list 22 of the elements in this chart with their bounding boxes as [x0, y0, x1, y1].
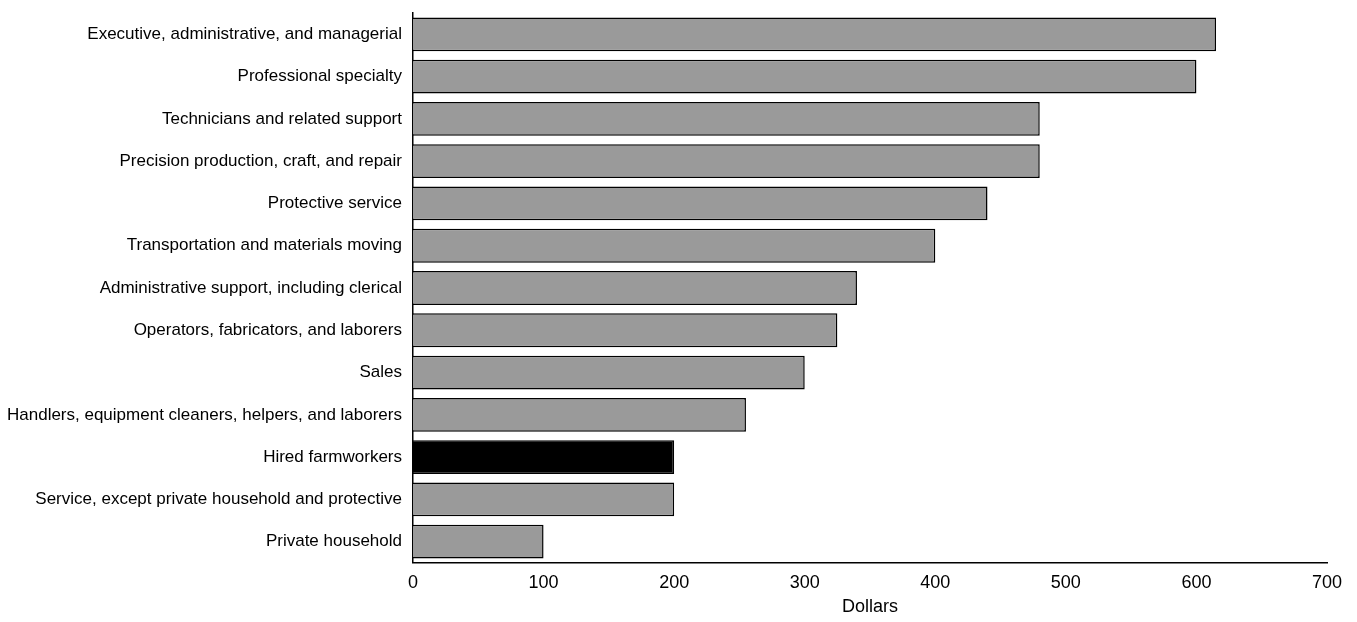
y-tick-label: Transportation and materials moving [126, 235, 402, 255]
x-tick-label: 600 [1181, 571, 1212, 592]
y-tick-label: Operators, fabricators, and laborers [133, 319, 402, 339]
y-tick-label: Administrative support, including clerical [99, 277, 402, 297]
x-tick-label: 700 [1311, 571, 1343, 592]
y-tick-label: Protective service [267, 193, 402, 213]
x-tick-label: 0 [407, 571, 419, 592]
y-tick-label: Hired farmworkers [263, 446, 402, 466]
x-tick-label: 400 [920, 571, 951, 592]
y-tick-label: Executive, administrative, and managerial [87, 24, 402, 44]
y-tick-label: Professional specialty [237, 66, 403, 86]
x-axis-title: Dollars [841, 596, 899, 617]
x-tick-label: 500 [1050, 571, 1081, 592]
y-tick-label: Precision production, craft, and repair [119, 150, 403, 170]
x-tick-label: 100 [528, 571, 559, 592]
y-tick-label: Private household [265, 531, 402, 551]
y-tick-label: Technicians and related support [161, 108, 403, 128]
y-tick-label: Handlers, equipment cleaners, helpers, and laborers [6, 404, 402, 424]
x-tick-label: 300 [789, 571, 820, 592]
y-tick-label: Sales [359, 362, 402, 382]
y-tick-label: Service, except private household and protective [35, 489, 402, 509]
x-tick-label: 200 [659, 571, 690, 592]
